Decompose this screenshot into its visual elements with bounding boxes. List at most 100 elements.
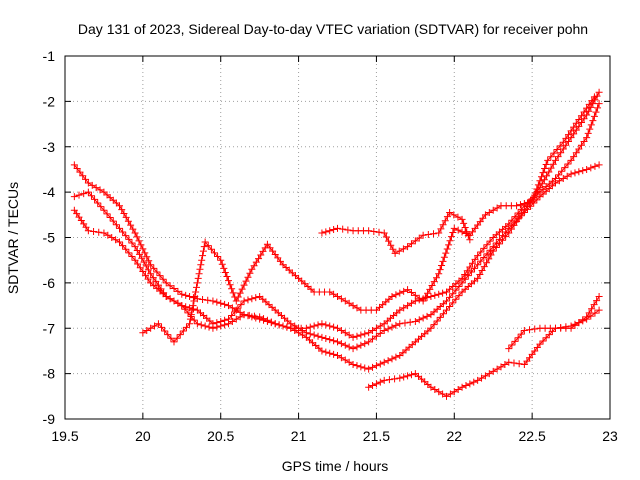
- data-point: [153, 268, 161, 276]
- data-point: [166, 295, 174, 303]
- data-point: [400, 304, 408, 312]
- data-point: [109, 217, 117, 225]
- series-line: [142, 96, 595, 343]
- data-point: [583, 104, 591, 112]
- x-axis-label: GPS time / hours: [282, 458, 389, 474]
- data-point: [588, 97, 596, 105]
- data-point: [406, 318, 414, 326]
- data-point: [182, 291, 190, 299]
- data-point: [527, 202, 535, 210]
- data-point: [140, 258, 148, 266]
- data-point: [365, 365, 373, 373]
- data-point: [330, 323, 338, 331]
- data-point: [79, 172, 87, 180]
- data-point: [508, 216, 516, 224]
- data-point: [339, 225, 347, 233]
- data-point: [228, 285, 236, 293]
- data-point: [345, 343, 353, 351]
- data-point: [341, 297, 349, 305]
- data-point: [542, 334, 550, 342]
- data-point: [376, 322, 384, 330]
- series-track-4: [139, 93, 598, 346]
- data-point: [594, 104, 602, 112]
- data-point: [314, 321, 322, 329]
- data-point: [587, 164, 595, 172]
- data-point: [407, 371, 415, 379]
- data-point: [463, 267, 471, 275]
- data-point: [369, 327, 377, 335]
- data-point: [380, 229, 388, 237]
- data-point: [349, 361, 357, 369]
- data-point: [481, 211, 489, 219]
- x-tick-label: 20.5: [207, 428, 234, 444]
- data-point: [225, 320, 232, 328]
- data-point: [199, 252, 207, 260]
- data-point: [463, 228, 471, 236]
- data-point: [588, 305, 596, 313]
- data-point: [570, 123, 578, 131]
- data-point: [540, 176, 548, 184]
- x-tick-label: 23: [602, 428, 618, 444]
- data-point: [489, 367, 497, 375]
- data-point: [229, 289, 237, 297]
- data-point: [415, 316, 423, 324]
- data-point: [427, 292, 435, 300]
- data-point: [306, 330, 314, 338]
- data-point: [234, 304, 242, 312]
- data-point: [461, 224, 469, 232]
- data-point: [186, 320, 194, 328]
- data-point: [90, 227, 98, 235]
- data-point: [92, 184, 100, 192]
- data-point: [458, 383, 466, 391]
- x-tick-label: 19.5: [51, 428, 78, 444]
- data-point: [421, 293, 429, 301]
- data-point: [137, 241, 145, 249]
- data-point: [511, 337, 519, 345]
- data-point: [520, 327, 528, 335]
- data-point: [439, 289, 447, 297]
- data-point: [575, 145, 583, 153]
- data-point: [124, 217, 132, 225]
- data-point: [587, 121, 595, 129]
- data-point: [396, 374, 404, 382]
- data-point: [97, 203, 105, 211]
- data-point: [330, 226, 338, 234]
- data-point: [131, 243, 139, 251]
- data-point: [483, 259, 491, 267]
- data-point: [217, 299, 225, 307]
- data-point: [400, 373, 408, 381]
- data-point: [452, 295, 460, 303]
- data-point: [461, 275, 469, 283]
- data-point: [395, 247, 403, 255]
- y-tick-label: -6: [43, 275, 56, 291]
- data-point: [380, 358, 388, 366]
- data-point: [267, 318, 275, 326]
- data-point: [194, 274, 202, 282]
- data-point: [445, 241, 453, 249]
- data-point: [520, 209, 528, 217]
- data-point: [187, 311, 195, 319]
- data-point: [95, 228, 103, 236]
- data-point: [382, 233, 390, 241]
- data-point: [415, 234, 423, 242]
- data-point: [147, 324, 155, 332]
- data-point: [404, 286, 412, 294]
- data-point: [209, 324, 217, 332]
- data-point: [213, 298, 221, 306]
- data-point: [119, 242, 127, 250]
- data-point: [575, 168, 583, 176]
- data-point: [584, 129, 592, 137]
- data-point: [161, 327, 169, 335]
- data-point: [454, 386, 462, 394]
- data-layer: [70, 88, 603, 400]
- data-point: [232, 315, 240, 323]
- data-point: [190, 297, 198, 305]
- data-point: [263, 316, 271, 324]
- data-point: [322, 321, 330, 329]
- data-point: [108, 234, 116, 241]
- data-point: [583, 315, 591, 323]
- data-point: [174, 299, 182, 307]
- data-point: [567, 170, 575, 178]
- data-point: [150, 264, 158, 272]
- data-point: [135, 237, 143, 245]
